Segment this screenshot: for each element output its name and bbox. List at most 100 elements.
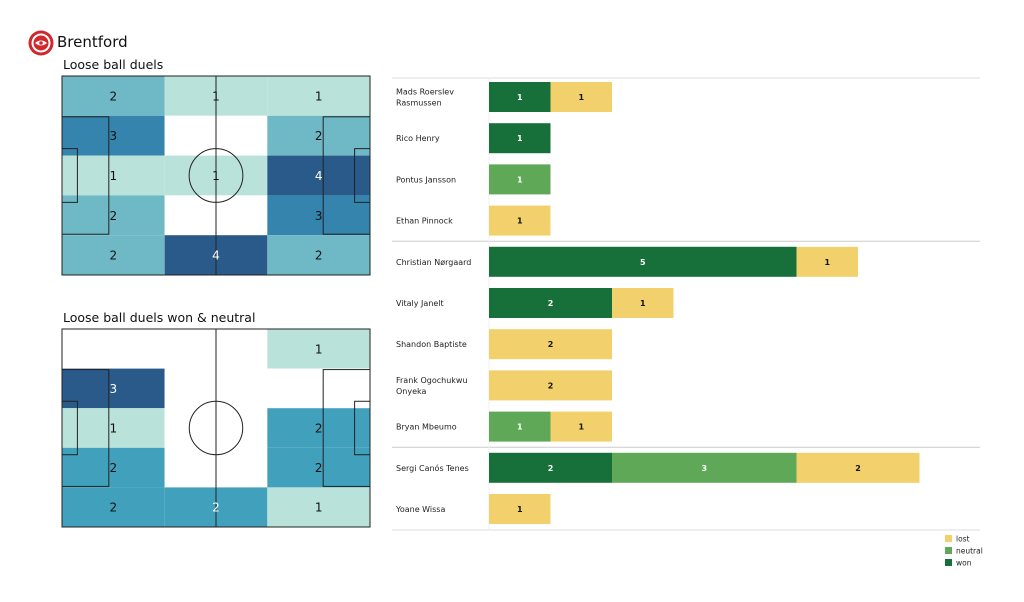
stacked-bar-chart: Mads Roerslev Rasmussen 1 1 Rico Henry 1 Pontu… xyxy=(392,77,980,531)
chart-legend: lost neutral won xyxy=(945,535,983,568)
team-name: Brentford xyxy=(57,33,128,51)
bar-value-label: 2 xyxy=(548,299,554,308)
heatmap-value-label: 1 xyxy=(212,169,220,183)
heatmap-value-label: 2 xyxy=(110,461,118,475)
bar-segment-neutral xyxy=(489,164,551,195)
heatmap-cell xyxy=(267,155,370,196)
bar-value-label: 1 xyxy=(578,423,584,432)
goal-box-right xyxy=(354,400,371,456)
heatmap-cell xyxy=(267,329,370,369)
center-circle xyxy=(188,148,244,203)
heatmap-value-label: 2 xyxy=(315,129,323,143)
heatmap-title-won-neutral: Loose ball duels won & neutral xyxy=(63,310,256,325)
heatmap-cell xyxy=(62,447,165,488)
heatmap-value-label: 2 xyxy=(212,501,220,515)
heatmap-cell xyxy=(62,408,165,448)
heatmap-value-label: 4 xyxy=(212,249,220,263)
bar-segment-lost xyxy=(612,288,674,318)
bar-value-label: 1 xyxy=(824,258,830,267)
player-label: Rasmussen xyxy=(396,99,442,108)
bar-value-label: 2 xyxy=(548,381,554,390)
bar-value-label: 1 xyxy=(517,505,523,514)
bar-segment-won xyxy=(489,288,612,318)
heatmap-value-label: 1 xyxy=(315,342,323,356)
heatmap-value-label: 1 xyxy=(315,89,323,103)
goal-box-left xyxy=(61,400,78,456)
bar-segment-won xyxy=(489,452,612,483)
player-label: Christian Nørgaard xyxy=(396,258,471,267)
player-label: Frank Ogochukwu xyxy=(396,376,468,385)
heatmap-cell xyxy=(62,155,165,196)
legend-swatch-neutral xyxy=(945,547,952,554)
bar-segment-won xyxy=(489,82,551,112)
heatmap-cell xyxy=(267,195,370,236)
bar-segment-won xyxy=(489,123,551,154)
heatmap-value-label: 1 xyxy=(110,422,118,436)
player-label: Onyeka xyxy=(396,387,427,396)
legend-swatch-won xyxy=(945,559,952,566)
player-label: Rico Henry xyxy=(396,134,440,143)
bar-segment-lost xyxy=(550,82,612,112)
bar-value-label: 1 xyxy=(640,299,646,308)
heatmap-value-label: 3 xyxy=(110,129,118,143)
heatmap-cell xyxy=(62,368,165,409)
bar-segment-lost xyxy=(489,329,612,360)
heatmap-value-label: 2 xyxy=(110,249,118,263)
bar-segment-won xyxy=(489,246,797,277)
bar-value-label: 2 xyxy=(548,340,554,349)
heatmap-value-label: 1 xyxy=(315,501,323,515)
heatmap-cell xyxy=(267,76,370,116)
legend-swatch-lost xyxy=(945,535,952,542)
player-label: Vitaly Janelt xyxy=(396,299,444,308)
heatmap-cell xyxy=(62,487,165,527)
heatmap-value-label: 2 xyxy=(315,461,323,475)
player-label: Mads Roerslev xyxy=(396,88,454,97)
heatmap-cell xyxy=(267,368,370,409)
player-label: Pontus Jansson xyxy=(396,175,456,184)
heatmap-cell xyxy=(62,76,165,116)
bar-value-label: 1 xyxy=(517,93,523,102)
bar-value-label: 1 xyxy=(517,217,523,226)
player-label: Yoane Wissa xyxy=(395,505,445,514)
bar-value-label: 1 xyxy=(578,93,584,102)
bar-segment-neutral xyxy=(612,452,797,483)
bar-segment-lost xyxy=(550,411,612,442)
heatmap-cell xyxy=(267,408,370,448)
bar-segment-lost xyxy=(489,205,551,236)
heatmap-value-label: 1 xyxy=(212,89,220,103)
heatmap-value-label: 3 xyxy=(110,382,118,396)
bar-value-label: 2 xyxy=(855,464,861,473)
heatmap-value-label: 2 xyxy=(110,209,118,223)
goal-box-left xyxy=(61,148,78,203)
bar-value-label: 3 xyxy=(701,464,707,473)
legend-label-won: won xyxy=(956,559,972,568)
heatmap-value-label: 2 xyxy=(110,89,118,103)
heatmap-value-label: 3 xyxy=(315,209,323,223)
player-label: Ethan Pinnock xyxy=(396,217,453,226)
bar-value-label: 2 xyxy=(548,464,554,473)
bar-value-label: 1 xyxy=(517,134,523,143)
heatmap-cell xyxy=(267,447,370,488)
bar-segment-neutral xyxy=(489,411,551,442)
player-label: Sergi Canós Tenes xyxy=(396,463,469,473)
heatmap-cell xyxy=(62,329,165,369)
heatmap-title-loose-ball-duels: Loose ball duels xyxy=(63,57,164,72)
pitch-heatmap-1: 2 1 1 3 2 1 1 4 2 3 2 4 2 xyxy=(61,75,371,276)
brentford-crest-icon xyxy=(28,30,54,56)
heatmap-cell xyxy=(267,487,370,527)
bar-segment-lost xyxy=(489,494,551,524)
pitch-heatmap-2: 1 3 1 2 2 2 2 2 1 xyxy=(61,328,371,528)
heatmap-cell xyxy=(267,115,370,156)
bar-value-label: 1 xyxy=(517,423,523,432)
center-circle xyxy=(188,400,244,456)
goal-box-right xyxy=(354,148,371,203)
player-label: Bryan Mbeumo xyxy=(396,423,457,432)
player-label: Shandon Baptiste xyxy=(396,340,467,349)
bar-value-label: 1 xyxy=(517,175,523,184)
heatmap-cell xyxy=(62,195,165,236)
bar-segment-lost xyxy=(796,452,920,483)
heatmap-value-label: 1 xyxy=(110,169,118,183)
bar-segment-lost xyxy=(796,246,858,277)
heatmap-value-label: 4 xyxy=(315,169,323,183)
